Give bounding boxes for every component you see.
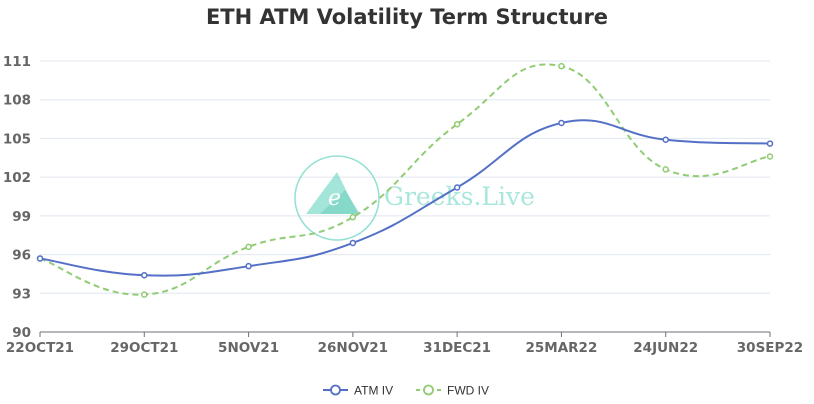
x-axis: 22OCT21 29OCT21 5NOV21 26NOV21 31DEC21 25MAR2… [6, 332, 803, 356]
fwd-iv-point [453, 120, 461, 128]
y-tick-label: 111 [3, 54, 31, 70]
x-tick-label: 26NOV21 [318, 340, 388, 356]
atm-iv-point [349, 239, 357, 247]
fwd-iv-point [766, 153, 774, 160]
y-tick-label: 93 [12, 286, 31, 302]
legend-fwd-iv-swatch-marker [423, 384, 434, 396]
atm-iv-point [453, 184, 461, 191]
x-tick-label: 24JUN22 [633, 340, 698, 356]
x-tick-label: 22OCT21 [6, 340, 74, 356]
y-tick-label: 102 [3, 170, 31, 186]
fwd-iv-point [349, 213, 357, 221]
x-tick-label: 25MAR22 [525, 340, 597, 356]
x-tick-label: 5NOV21 [218, 340, 279, 356]
watermark-logo-letter: e [328, 186, 341, 211]
atm-iv-line [39, 119, 771, 277]
x-tick-label: 31DEC21 [423, 340, 491, 356]
legend-atm-iv-swatch-marker [330, 384, 341, 396]
x-tick-label: 29OCT21 [110, 340, 178, 356]
y-tick-label: 96 [12, 248, 31, 264]
atm-iv-point [36, 255, 44, 262]
legend-fwd-iv-label: FWD IV [447, 384, 489, 398]
fwd-iv-line [39, 63, 771, 296]
atm-iv-point [662, 136, 669, 143]
fwd-iv-point [558, 62, 565, 70]
series-lines [36, 62, 774, 298]
legend: ATM IV FWD IV [323, 384, 489, 398]
greeks-live-watermark: e Greeks.Live [294, 155, 535, 241]
chart-title: ETH ATM Volatility Term Structure [206, 5, 608, 29]
x-tick-label: 30SEP22 [737, 340, 803, 356]
y-axis: 90 93 96 99 102 105 108 111 [3, 54, 31, 341]
y-tick-label: 99 [12, 209, 31, 225]
watermark-circle [294, 155, 380, 241]
grid-lines [40, 60, 770, 333]
atm-iv-point [141, 271, 148, 279]
atm-iv-point [245, 262, 252, 270]
y-tick-label: 90 [12, 325, 31, 341]
fwd-iv-point [141, 291, 148, 298]
legend-atm-iv-label: ATM IV [354, 384, 393, 398]
y-tick-label: 105 [3, 131, 31, 147]
y-tick-label: 108 [3, 93, 31, 109]
watermark-triangle-inner-icon [320, 190, 360, 214]
atm-iv-point [558, 119, 565, 127]
atm-iv-point [766, 140, 774, 147]
fwd-iv-point [662, 166, 669, 173]
fwd-iv-point [245, 243, 252, 251]
